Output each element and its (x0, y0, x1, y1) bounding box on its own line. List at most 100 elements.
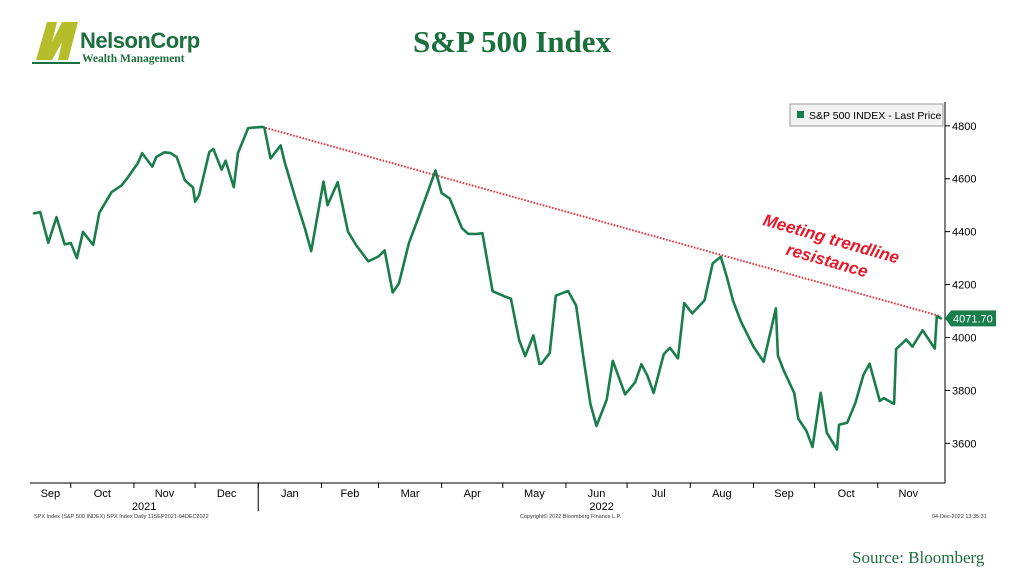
data-point (936, 315, 938, 317)
footer-series-info: SPX Index (S&P 500 INDEX) SPX Index Dail… (34, 514, 209, 520)
legend-label: S&P 500 INDEX - Last Price (809, 110, 941, 122)
data-point (47, 242, 49, 244)
data-point (726, 276, 728, 278)
data-point (55, 216, 58, 218)
data-point (653, 392, 655, 394)
data-point (677, 357, 679, 359)
x-tick-label: Jul (652, 488, 666, 500)
data-point (141, 152, 143, 154)
data-point (76, 257, 78, 259)
data-point (504, 295, 506, 298)
x-tick-label: Sep (774, 488, 794, 500)
last-price-layer: 4071.70 (945, 310, 996, 327)
data-point (461, 227, 463, 229)
data-point (612, 360, 614, 362)
data-point (33, 212, 35, 214)
y-tick-label: 4600 (952, 174, 976, 186)
data-point (269, 157, 272, 159)
y-tick-label: 4000 (952, 332, 976, 344)
footer-copyright: Copyright© 2022 Bloomberg Finance L.P. (520, 514, 622, 520)
data-point (836, 448, 838, 450)
data-point (280, 144, 282, 146)
data-point (251, 127, 253, 129)
data-point (510, 298, 512, 300)
data-point (805, 430, 808, 432)
data-point (82, 231, 84, 233)
legend[interactable]: S&P 500 INDEX - Last Price (789, 103, 944, 127)
data-point (98, 212, 100, 214)
data-point (475, 233, 477, 235)
data-point (624, 393, 626, 395)
data-point (121, 184, 123, 186)
data-point (826, 432, 828, 434)
data-point (740, 321, 742, 323)
logo-subtitle: Wealth Management (82, 53, 185, 65)
data-point (703, 299, 706, 301)
data-point (261, 126, 263, 128)
data-point (127, 176, 129, 178)
data-point (163, 151, 166, 153)
x-tick-label: Feb (340, 488, 359, 500)
data-point (777, 354, 779, 357)
data-point (646, 375, 649, 377)
legend-box (789, 103, 944, 127)
data-point (355, 244, 357, 246)
data-point (64, 243, 66, 245)
data-point (367, 260, 369, 262)
data-point (893, 403, 895, 405)
data-point (846, 422, 848, 424)
data-point (793, 392, 795, 394)
year-label: 2022 (589, 501, 613, 513)
data-point (481, 232, 483, 234)
data-point (408, 242, 410, 244)
data-point (434, 169, 437, 172)
data-point (922, 329, 924, 331)
data-point (532, 334, 535, 336)
legend-swatch (797, 111, 804, 118)
data-point (310, 250, 312, 252)
y-axis: 3600 3800 4000 4200 4400 4600 4800 (945, 121, 976, 450)
data-point (583, 363, 585, 365)
data-point (208, 151, 210, 153)
data-point (137, 162, 139, 164)
data-point (567, 290, 569, 292)
data-point (337, 181, 339, 183)
data-point (392, 291, 394, 294)
data-point (869, 363, 871, 365)
x-tick-label: Jan (281, 488, 299, 500)
data-point (575, 304, 577, 307)
data-point (663, 353, 665, 355)
data-point (170, 152, 172, 154)
chart-frame (30, 102, 946, 484)
data-point (398, 282, 400, 285)
series-line-sp500 (32, 125, 943, 451)
data-point (763, 361, 765, 363)
year-label: 2021 (132, 501, 156, 513)
source-label: Source: Bloomberg (852, 548, 985, 567)
data-point (247, 127, 249, 129)
data-point (606, 399, 608, 401)
x-tick-label: Aug (712, 488, 732, 500)
data-point (284, 161, 286, 163)
nelsoncorp-n-mark-icon (32, 22, 80, 64)
x-tick-label: Nov (899, 488, 919, 500)
data-point (589, 403, 592, 405)
data-point (467, 233, 469, 235)
x-tick-label: Sep (41, 488, 61, 500)
nelsoncorp-logo: NelsonCorp Wealth Management (32, 16, 202, 66)
data-point (540, 363, 543, 365)
data-point (797, 418, 799, 420)
data-point (712, 262, 714, 264)
data-point (775, 307, 777, 309)
data-point (294, 195, 296, 198)
data-point (720, 256, 722, 258)
x-tick-label: May (524, 488, 545, 500)
data-point (198, 194, 200, 196)
data-point (441, 192, 443, 194)
data-point (221, 169, 223, 171)
data-point (322, 181, 325, 183)
data-point (895, 348, 897, 350)
data-point (418, 214, 420, 217)
